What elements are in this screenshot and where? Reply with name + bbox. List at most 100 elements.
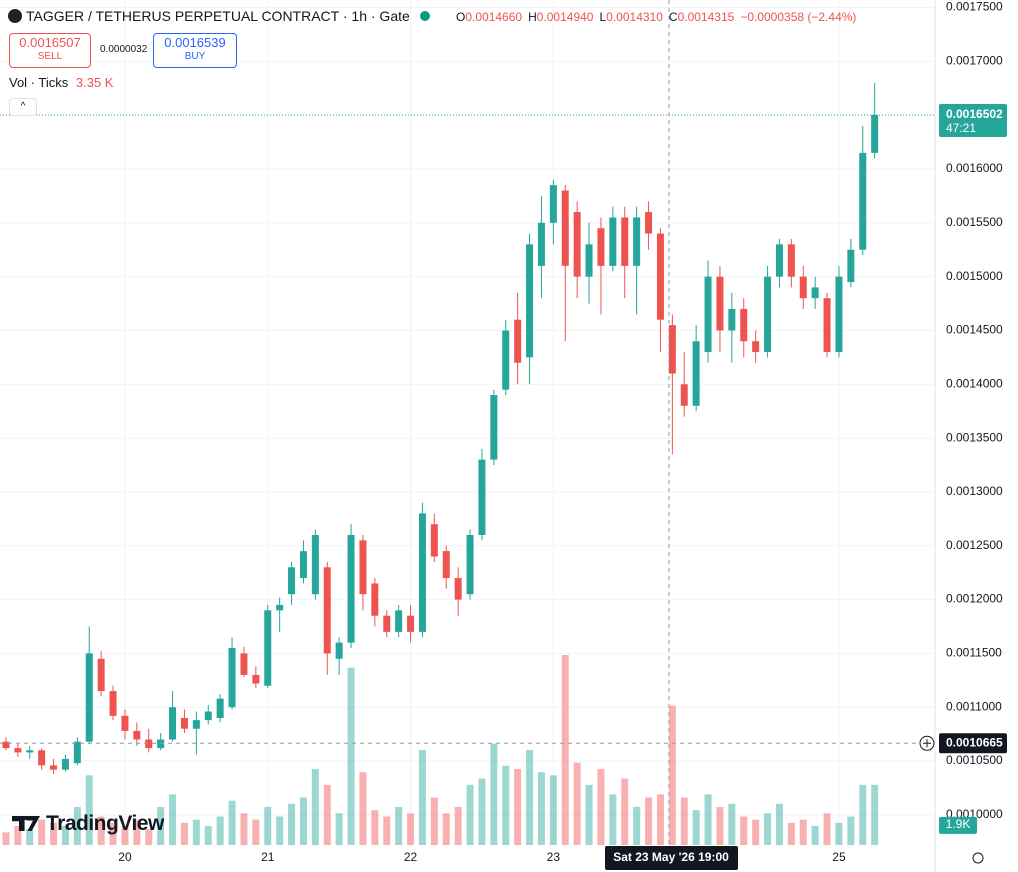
candle-body bbox=[716, 276, 724, 331]
crosshair-price-label: 0.0010665 bbox=[946, 735, 1003, 749]
candle-body bbox=[61, 758, 69, 770]
candle-body bbox=[514, 319, 522, 363]
volume-bar bbox=[847, 816, 855, 845]
ohlc-value: 0.0014940 bbox=[536, 10, 594, 24]
volume-bar bbox=[311, 769, 319, 845]
watermark: TradingView bbox=[12, 812, 164, 836]
volume-bar bbox=[835, 822, 843, 845]
volume-bar bbox=[371, 810, 379, 845]
volume-bar bbox=[514, 769, 522, 845]
ohlc-item: C0.0014315 bbox=[669, 10, 734, 24]
y-tick-label: 0.0014000 bbox=[946, 376, 1003, 390]
candle-body bbox=[204, 711, 212, 721]
candle-body bbox=[847, 249, 855, 283]
x-tick-label: 22 bbox=[404, 850, 418, 864]
volume-bar bbox=[585, 784, 593, 845]
candle-body bbox=[775, 244, 783, 277]
candle-body bbox=[549, 185, 557, 223]
ohlc-label: O bbox=[456, 10, 466, 24]
candle-body bbox=[585, 244, 593, 277]
candle-body bbox=[323, 567, 331, 654]
candle-body bbox=[157, 739, 165, 749]
candle-body bbox=[407, 615, 415, 632]
crosshair-time-label: Sat 23 May '26 19:00 bbox=[613, 850, 729, 864]
y-tick-label: 0.0013500 bbox=[946, 430, 1003, 444]
candle-body bbox=[633, 217, 641, 266]
volume-bar bbox=[38, 819, 46, 845]
ohlc-item: O0.0014660 bbox=[456, 10, 522, 24]
x-tick-label: 25 bbox=[832, 850, 846, 864]
volume-bar bbox=[276, 816, 284, 845]
volume-bar bbox=[573, 762, 581, 845]
candle-body bbox=[38, 750, 46, 766]
volume-bar bbox=[549, 775, 557, 845]
candle-body bbox=[50, 765, 58, 770]
volume-bar bbox=[811, 826, 819, 845]
volume-label: 1.9K bbox=[946, 817, 971, 831]
volume-bar bbox=[133, 819, 141, 845]
candle-body bbox=[764, 276, 772, 352]
candle-body bbox=[478, 459, 486, 535]
volume-label-box bbox=[939, 816, 977, 834]
candle-body bbox=[561, 190, 569, 266]
candle-body bbox=[133, 730, 141, 740]
volume-legend-label: Vol · Ticks bbox=[9, 75, 69, 90]
volume-bar bbox=[621, 778, 629, 845]
candle-body bbox=[121, 715, 129, 731]
candle-body bbox=[192, 720, 200, 729]
ohlc-value: 0.0014660 bbox=[465, 10, 523, 24]
ohlc-label: C bbox=[668, 10, 678, 24]
candle-body bbox=[252, 674, 260, 684]
candle-body bbox=[645, 212, 653, 234]
volume-bar bbox=[597, 769, 605, 845]
volume-bar bbox=[264, 807, 272, 845]
symbol-title[interactable]: TAGGER / TETHERUS PERPETUAL CONTRACT · 1… bbox=[8, 8, 430, 24]
volume-bar bbox=[204, 826, 212, 845]
volume-bar bbox=[728, 803, 736, 845]
sell-price: 0.0016507 bbox=[19, 35, 81, 50]
ohlc-label: L bbox=[599, 10, 607, 24]
settings-button[interactable] bbox=[972, 852, 984, 864]
volume-bar bbox=[859, 784, 867, 845]
candle-body bbox=[359, 540, 367, 595]
x-tick-label: 20 bbox=[118, 850, 132, 864]
countdown: 47:21 bbox=[946, 121, 976, 135]
sell-button[interactable]: 0.0016507 SELL bbox=[9, 33, 91, 68]
candle-body bbox=[26, 750, 34, 753]
volume-bar bbox=[716, 807, 724, 845]
candle-body bbox=[740, 308, 748, 342]
candle-body bbox=[442, 551, 450, 579]
ohlc-value: 0.0014310 bbox=[606, 10, 663, 24]
volume-bar bbox=[109, 822, 117, 845]
x-tick-label: 21 bbox=[261, 850, 275, 864]
buy-button[interactable]: 0.0016539 BUY bbox=[153, 33, 237, 68]
volume-bar bbox=[609, 794, 617, 845]
volume-bar bbox=[526, 750, 534, 845]
volume-bar bbox=[216, 816, 224, 845]
volume-bar bbox=[50, 822, 58, 845]
volume-bar bbox=[680, 797, 688, 845]
candle-body bbox=[835, 276, 843, 352]
volume-bar bbox=[383, 816, 391, 845]
candle-body bbox=[97, 658, 105, 692]
volume-bar bbox=[169, 794, 177, 845]
volume-bar bbox=[395, 807, 403, 845]
candle-body bbox=[311, 534, 319, 595]
sell-label: SELL bbox=[37, 51, 63, 62]
candle-body bbox=[335, 642, 343, 659]
candle-body bbox=[799, 276, 807, 299]
volume-legend: Vol · Ticks 3.35 K bbox=[9, 75, 113, 90]
volume-bar bbox=[764, 813, 772, 845]
candle-body bbox=[871, 114, 879, 153]
candle-body bbox=[418, 513, 426, 632]
volume-bar bbox=[633, 807, 641, 845]
volume-bar bbox=[799, 819, 807, 845]
candle-body bbox=[621, 217, 629, 266]
candle-body bbox=[85, 653, 93, 742]
collapse-button[interactable]: ^ bbox=[9, 98, 37, 116]
volume-bar bbox=[121, 826, 129, 845]
volume-bar bbox=[407, 813, 415, 845]
candle-body bbox=[216, 698, 224, 718]
volume-bar bbox=[645, 797, 653, 845]
title-text: TAGGER / TETHERUS PERPETUAL CONTRACT · 1… bbox=[26, 8, 410, 24]
